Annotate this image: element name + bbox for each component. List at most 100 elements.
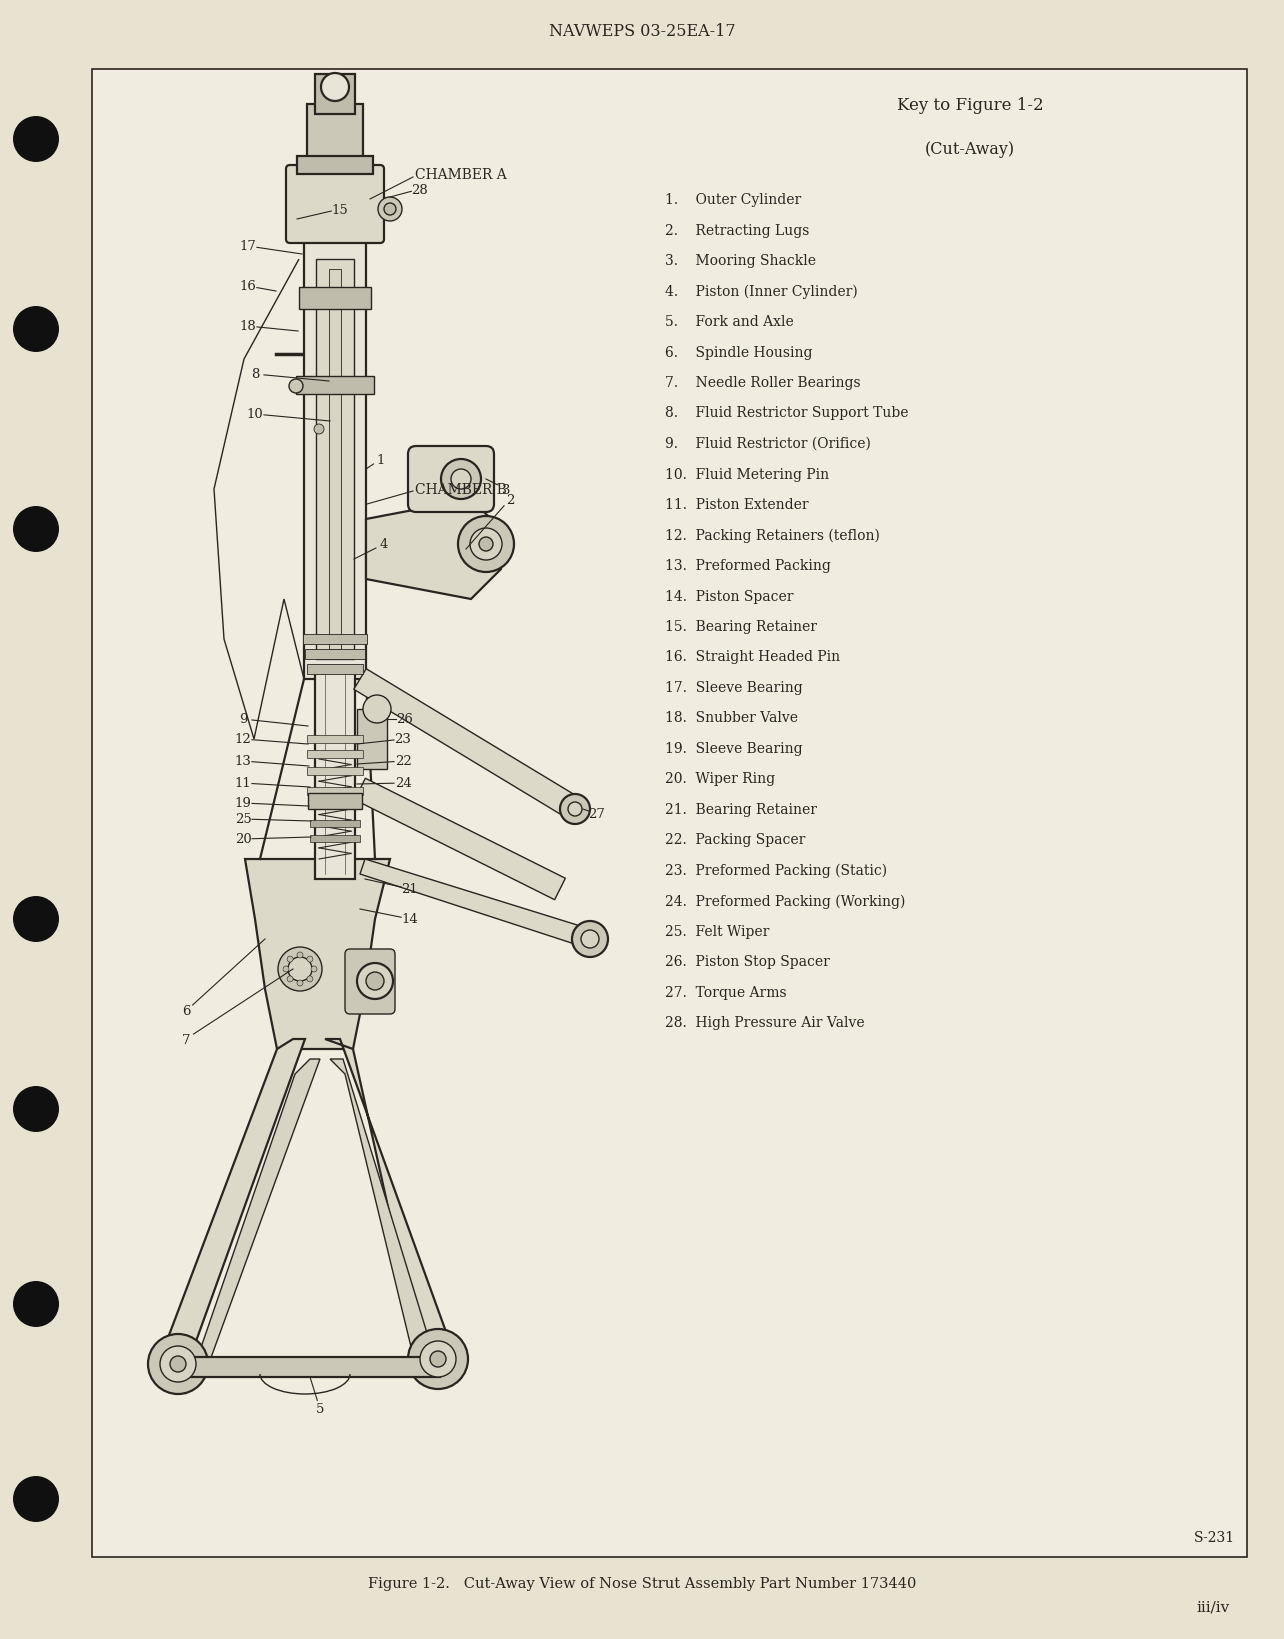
Text: 16: 16 (240, 280, 257, 293)
Text: 26.  Piston Stop Spacer: 26. Piston Stop Spacer (665, 956, 829, 969)
Bar (297, 377, 374, 395)
Bar (329, 270, 342, 649)
Text: 8: 8 (250, 369, 259, 382)
Circle shape (357, 964, 393, 1000)
Text: 24.  Preformed Packing (Working): 24. Preformed Packing (Working) (665, 893, 905, 908)
Circle shape (377, 198, 402, 221)
Bar (297, 157, 372, 175)
Text: 21: 21 (402, 883, 419, 897)
Circle shape (479, 538, 493, 552)
Text: 13: 13 (235, 756, 252, 769)
Text: 7.    Needle Roller Bearings: 7. Needle Roller Bearings (665, 375, 860, 390)
Circle shape (288, 977, 293, 982)
Bar (309, 836, 360, 842)
Text: 3.    Mooring Shackle: 3. Mooring Shackle (665, 254, 817, 267)
Circle shape (282, 967, 289, 972)
Bar (307, 787, 363, 795)
Circle shape (440, 459, 482, 500)
Text: 15.  Bearing Retainer: 15. Bearing Retainer (665, 620, 817, 634)
Circle shape (307, 957, 313, 962)
Circle shape (279, 947, 322, 992)
Circle shape (384, 203, 395, 216)
Bar (178, 1357, 440, 1377)
Polygon shape (160, 1039, 306, 1369)
Text: NAVWEPS 03-25EA-17: NAVWEPS 03-25EA-17 (548, 23, 736, 41)
Text: Key to Figure 1-2: Key to Figure 1-2 (896, 97, 1044, 113)
Text: 26: 26 (397, 713, 413, 726)
Text: 10.  Fluid Metering Pin: 10. Fluid Metering Pin (665, 467, 829, 482)
Text: (Cut-Away): (Cut-Away) (924, 141, 1016, 157)
Text: 2: 2 (506, 493, 514, 506)
Text: 6.    Spindle Housing: 6. Spindle Housing (665, 346, 813, 359)
Text: 4: 4 (380, 538, 388, 551)
Circle shape (315, 425, 324, 434)
Bar (307, 736, 363, 744)
Bar (308, 793, 362, 810)
Circle shape (580, 931, 600, 949)
FancyBboxPatch shape (345, 949, 395, 1015)
Text: 18.  Snubber Valve: 18. Snubber Valve (665, 711, 797, 724)
Bar (357, 710, 386, 770)
Text: 18: 18 (240, 320, 257, 333)
Text: 5: 5 (316, 1403, 324, 1416)
Polygon shape (366, 500, 501, 600)
Text: 13.  Preformed Packing: 13. Preformed Packing (665, 559, 831, 572)
Circle shape (408, 1329, 467, 1390)
Circle shape (307, 977, 313, 982)
Text: 23.  Preformed Packing (Static): 23. Preformed Packing (Static) (665, 864, 887, 877)
Bar (92, 70, 1247, 1557)
Text: 6: 6 (182, 1005, 190, 1018)
Circle shape (430, 1351, 446, 1367)
Text: 9.    Fluid Restrictor (Orifice): 9. Fluid Restrictor (Orifice) (665, 436, 871, 451)
Circle shape (13, 897, 59, 942)
Text: 25.  Felt Wiper: 25. Felt Wiper (665, 924, 769, 939)
Text: 22.  Packing Spacer: 22. Packing Spacer (665, 833, 805, 847)
Text: 11: 11 (235, 777, 252, 790)
Circle shape (169, 1355, 186, 1372)
Circle shape (366, 972, 384, 990)
Polygon shape (185, 1059, 320, 1395)
Text: 9: 9 (239, 713, 248, 726)
Circle shape (13, 116, 59, 162)
Circle shape (13, 1087, 59, 1133)
Text: 3: 3 (502, 484, 510, 497)
Text: 5.    Fork and Axle: 5. Fork and Axle (665, 315, 794, 329)
Circle shape (160, 1346, 196, 1382)
Circle shape (560, 795, 591, 824)
Text: 2.    Retracting Lugs: 2. Retracting Lugs (665, 223, 809, 238)
Text: 24: 24 (394, 777, 411, 790)
Circle shape (13, 1477, 59, 1523)
Text: 28: 28 (412, 184, 429, 197)
Circle shape (571, 921, 609, 957)
Text: 19: 19 (235, 797, 252, 810)
FancyBboxPatch shape (286, 166, 384, 244)
Text: Figure 1-2.   Cut-Away View of Nose Strut Assembly Part Number 173440: Figure 1-2. Cut-Away View of Nose Strut … (367, 1577, 917, 1590)
Circle shape (288, 957, 312, 982)
Circle shape (321, 74, 349, 102)
Circle shape (297, 952, 303, 959)
Text: 4.    Piston (Inner Cylinder): 4. Piston (Inner Cylinder) (665, 284, 858, 298)
Circle shape (458, 516, 514, 572)
Polygon shape (245, 859, 390, 1049)
Text: 8.    Fluid Restrictor Support Tube: 8. Fluid Restrictor Support Tube (665, 406, 909, 420)
Bar (307, 751, 363, 759)
Text: 27: 27 (588, 808, 606, 821)
Text: 11.  Piston Extender: 11. Piston Extender (665, 498, 809, 511)
Bar (303, 634, 367, 644)
Text: 21.  Bearing Retainer: 21. Bearing Retainer (665, 803, 817, 816)
Text: 14.  Piston Spacer: 14. Piston Spacer (665, 588, 794, 603)
Text: 12: 12 (235, 733, 252, 746)
Bar (304, 239, 366, 680)
Circle shape (470, 529, 502, 561)
Text: 1.    Outer Cylinder: 1. Outer Cylinder (665, 193, 801, 207)
Text: 19.  Sleeve Bearing: 19. Sleeve Bearing (665, 741, 802, 756)
Circle shape (148, 1334, 208, 1395)
Circle shape (420, 1341, 456, 1377)
Text: 22: 22 (394, 756, 411, 769)
Text: 27.  Torque Arms: 27. Torque Arms (665, 985, 787, 1000)
Text: CHAMBER B: CHAMBER B (415, 484, 507, 497)
Text: 16.  Straight Headed Pin: 16. Straight Headed Pin (665, 651, 840, 664)
Circle shape (451, 470, 471, 490)
Bar (307, 105, 363, 161)
Circle shape (297, 980, 303, 987)
